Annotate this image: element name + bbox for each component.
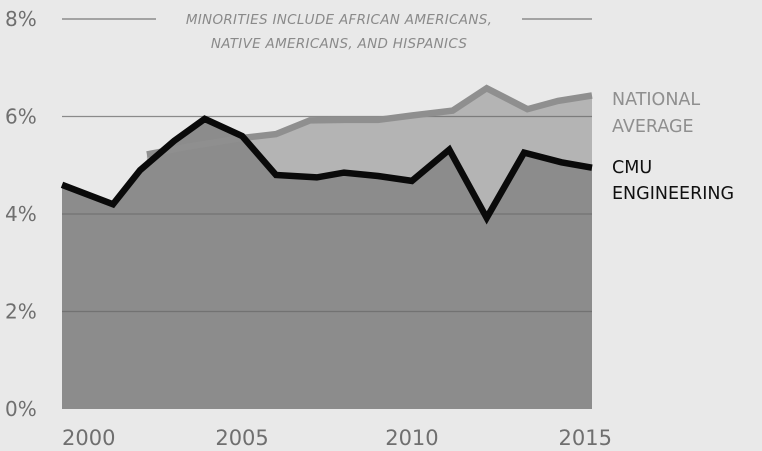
chart-areas [62,88,592,410]
y-tick-label: 0% [5,397,37,421]
y-axis-ticks: 0% 2% 4% 6% 8% [5,7,37,421]
annotation-line-2: NATIVE AMERICANS, AND HISPANICS [211,36,468,52]
series-line-cmu-engineering [60,115,593,225]
gridlines [62,115,592,313]
x-axis-ticks: 2000 2005 2010 2015 [62,426,612,450]
x-tick-label: 2005 [215,426,268,450]
series-label-cmu-line2: ENGINEERING [612,184,734,204]
x-tick-label: 2015 [559,426,612,450]
series-label-national-line1: NATIONAL [612,90,700,110]
chart-lines [60,84,593,225]
y-tick-label: 4% [5,202,37,226]
area-cmu-engineering [62,118,592,410]
y-tick-label: 2% [5,300,37,324]
series-labels: NATIONAL AVERAGE CMU ENGINEERING [612,90,734,204]
x-tick-label: 2010 [385,426,438,450]
y-tick-label: 6% [5,105,37,129]
x-tick-label: 2000 [62,426,115,450]
annotation-line-1: MINORITIES INCLUDE AFRICAN AMERICANS, [186,12,492,28]
annotation: MINORITIES INCLUDE AFRICAN AMERICANS, NA… [62,12,592,52]
series-label-cmu-line1: CMU [612,158,652,178]
series-label-national-line2: AVERAGE [612,117,694,137]
y-tick-label: 8% [5,7,37,31]
